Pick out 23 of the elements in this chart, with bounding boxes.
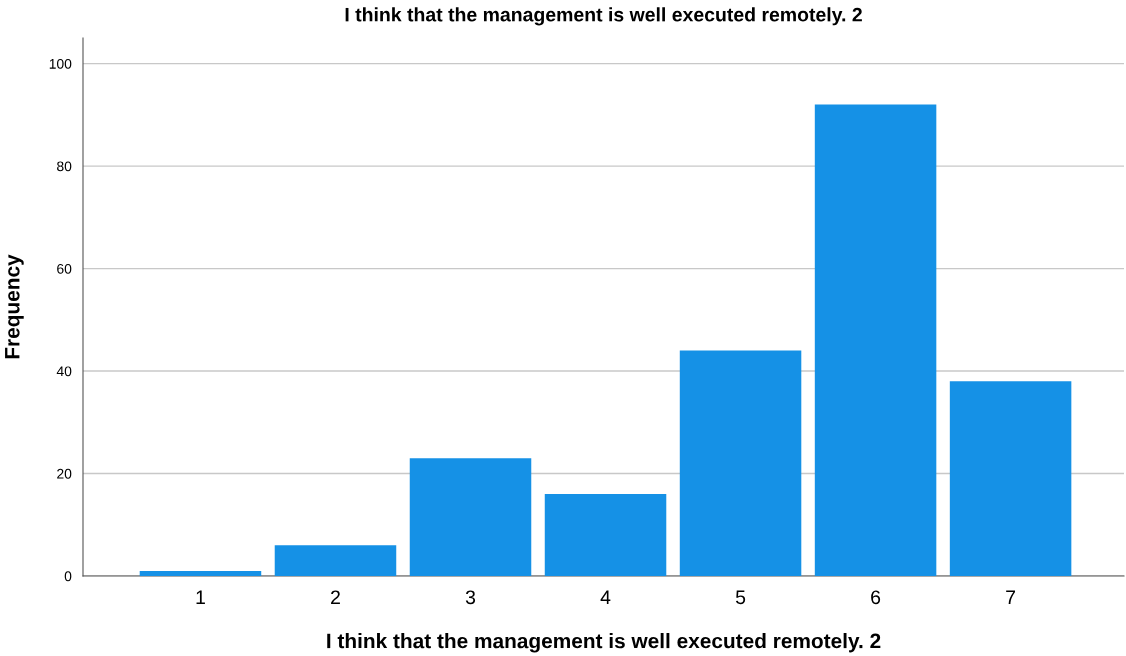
y-axis-title: Frequency — [5, 254, 24, 359]
y-tick-label: 20 — [57, 468, 72, 479]
x-tick-label: 6 — [871, 590, 881, 605]
x-tick-label: 3 — [465, 590, 476, 605]
bar — [814, 104, 937, 576]
y-tick-label: 40 — [56, 366, 72, 377]
x-tick-label: 2 — [331, 590, 340, 604]
x-tick-label: 7 — [1006, 590, 1016, 604]
x-tick-label: 4 — [600, 590, 611, 604]
bar — [409, 458, 532, 576]
x-axis-title: I think that the management is well executed remotely. 2 — [327, 633, 881, 653]
y-tick-label: 60 — [57, 263, 72, 274]
y-tick-label: 80 — [57, 161, 72, 172]
bar — [274, 545, 397, 576]
x-tick-label: 1 — [196, 590, 205, 604]
chart-title: I think that the management is well executed remotely. 2 — [345, 7, 862, 26]
y-tick-label: 0 — [64, 571, 72, 582]
bar — [139, 570, 262, 576]
x-tick-label: 5 — [735, 590, 746, 605]
bar — [544, 494, 667, 576]
bar — [679, 350, 802, 576]
y-tick-label: 100 — [49, 58, 72, 69]
bar — [949, 381, 1072, 576]
